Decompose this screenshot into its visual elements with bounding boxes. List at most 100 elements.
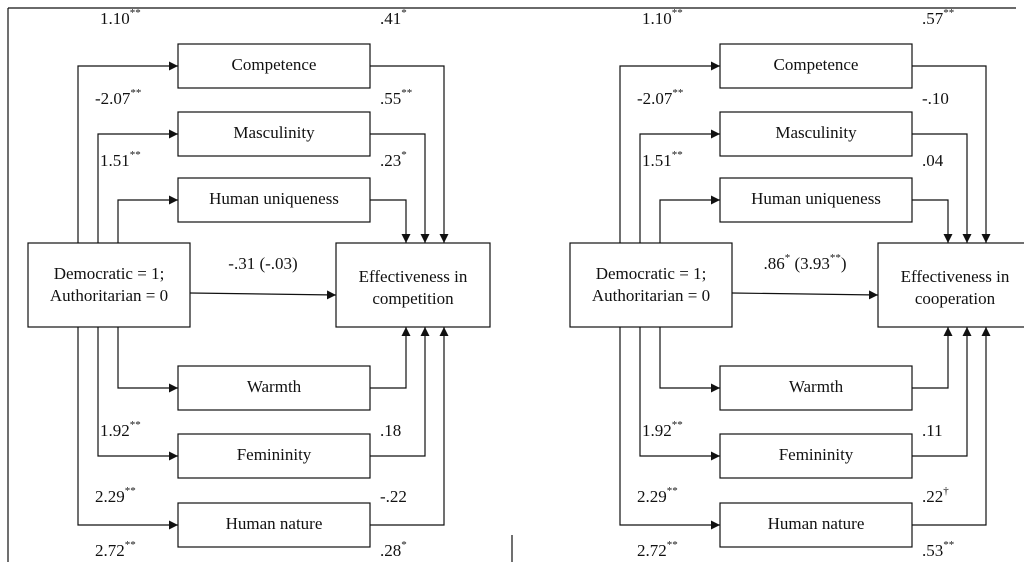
source-label: Authoritarian = 0 bbox=[50, 286, 168, 305]
source-box bbox=[569, 242, 733, 328]
mediator-label: Human uniqueness bbox=[209, 189, 339, 208]
significance: † bbox=[943, 485, 949, 497]
mediator-label: Competence bbox=[774, 55, 859, 74]
value: 1.10 bbox=[642, 9, 672, 28]
coefficient: .28* bbox=[380, 539, 407, 560]
coefficient: -2.07** bbox=[95, 87, 141, 108]
path-a bbox=[77, 327, 178, 530]
mediator-label: Competence bbox=[232, 55, 317, 74]
significance: ** bbox=[667, 485, 678, 497]
value: .04 bbox=[922, 151, 944, 170]
path-b bbox=[912, 199, 953, 243]
coefficient: .57** bbox=[922, 7, 954, 28]
path-b bbox=[370, 327, 411, 389]
mediator-box bbox=[719, 433, 913, 479]
mediator-box bbox=[719, 111, 913, 157]
coefficient: 1.92** bbox=[100, 419, 141, 440]
significance: ** bbox=[943, 539, 954, 551]
significance: ** bbox=[672, 87, 683, 99]
value: .28 bbox=[380, 541, 401, 560]
significance: ** bbox=[125, 539, 136, 551]
coefficient: -.10 bbox=[922, 89, 949, 108]
significance: ** bbox=[130, 7, 141, 19]
coefficient: -2.07** bbox=[637, 87, 683, 108]
coefficient: 2.72** bbox=[95, 539, 136, 560]
significance: ** bbox=[130, 87, 141, 99]
direct-path bbox=[731, 290, 879, 300]
outcome-box bbox=[335, 242, 491, 328]
mediator-box bbox=[177, 43, 371, 89]
outcome-label: Effectiveness in bbox=[901, 267, 1010, 286]
value: .23 bbox=[380, 151, 401, 170]
path-a bbox=[659, 327, 720, 393]
coefficient: 2.29** bbox=[637, 485, 678, 506]
path-a bbox=[619, 327, 720, 530]
value: 1.92 bbox=[642, 421, 672, 440]
coefficient: .23* bbox=[380, 149, 407, 170]
value: 2.29 bbox=[95, 487, 125, 506]
value: (3.93 bbox=[790, 254, 830, 273]
value: .41 bbox=[380, 9, 401, 28]
value: -.31 (-.03) bbox=[228, 254, 297, 273]
value: 1.92 bbox=[100, 421, 130, 440]
mediator-label: Human nature bbox=[768, 514, 865, 533]
mediator-label: Masculinity bbox=[233, 123, 315, 142]
coefficient: 1.10** bbox=[642, 7, 683, 28]
significance: * bbox=[401, 7, 407, 19]
significance: ** bbox=[401, 87, 412, 99]
mediator-label: Warmth bbox=[789, 377, 844, 396]
value: .53 bbox=[922, 541, 943, 560]
outcome-box bbox=[877, 242, 1024, 328]
coefficient: .04 bbox=[922, 151, 944, 170]
coefficient: -.31 (-.03) bbox=[228, 254, 297, 273]
coefficient: .11 bbox=[922, 421, 943, 440]
value: -.10 bbox=[922, 89, 949, 108]
path-a bbox=[117, 195, 178, 243]
path-b bbox=[912, 327, 991, 526]
mediator-label: Femininity bbox=[237, 445, 312, 464]
significance: ** bbox=[672, 149, 683, 161]
path-b bbox=[370, 65, 449, 243]
coefficient: -.22 bbox=[380, 487, 407, 506]
path-b bbox=[370, 327, 449, 526]
significance: ** bbox=[672, 419, 683, 431]
path-b bbox=[912, 327, 972, 457]
value: 2.29 bbox=[637, 487, 667, 506]
mediator-label: Human uniqueness bbox=[751, 189, 881, 208]
value: -.22 bbox=[380, 487, 407, 506]
path-b bbox=[370, 199, 411, 243]
coefficient: .41* bbox=[380, 7, 407, 28]
coefficient: .53** bbox=[922, 539, 954, 560]
path-b bbox=[912, 65, 991, 243]
coefficient: 2.72** bbox=[637, 539, 678, 560]
path-a bbox=[97, 327, 178, 461]
value: 1.51 bbox=[642, 151, 672, 170]
path-a bbox=[659, 195, 720, 243]
mediator-box bbox=[719, 177, 913, 223]
mediator-box bbox=[177, 111, 371, 157]
value: -2.07 bbox=[637, 89, 673, 108]
path-a bbox=[97, 129, 178, 243]
outcome-label: Effectiveness in bbox=[359, 267, 468, 286]
mediator-label: Human nature bbox=[226, 514, 323, 533]
coefficient: 1.51** bbox=[642, 149, 683, 170]
value: .18 bbox=[380, 421, 401, 440]
value: 1.51 bbox=[100, 151, 130, 170]
direct-path bbox=[189, 290, 337, 300]
coefficient: 2.29** bbox=[95, 485, 136, 506]
value: .57 bbox=[922, 9, 944, 28]
value: .22 bbox=[922, 487, 943, 506]
source-label: Democratic = 1; bbox=[54, 264, 165, 283]
coefficient: 1.51** bbox=[100, 149, 141, 170]
coefficient: .55** bbox=[380, 87, 412, 108]
significance: ** bbox=[125, 485, 136, 497]
coefficient: 1.92** bbox=[642, 419, 683, 440]
source-label: Authoritarian = 0 bbox=[592, 286, 710, 305]
mediator-label: Femininity bbox=[779, 445, 854, 464]
value: 2.72 bbox=[637, 541, 667, 560]
coefficient: 1.10** bbox=[100, 7, 141, 28]
significance: ** bbox=[130, 149, 141, 161]
path-b bbox=[370, 133, 430, 243]
path-b bbox=[912, 327, 953, 389]
value: -2.07 bbox=[95, 89, 131, 108]
